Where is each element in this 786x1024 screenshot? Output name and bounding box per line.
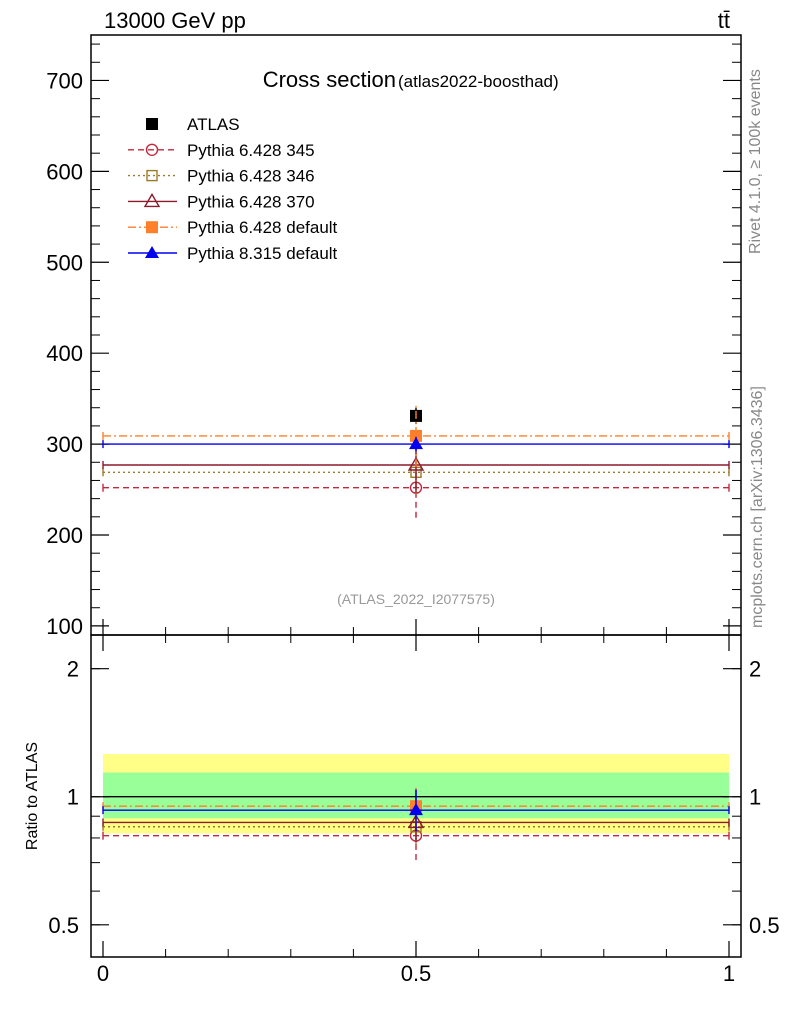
y-tick-label: 500 [46,250,83,275]
legend-label-4: Pythia 6.428 default [187,218,338,237]
series-point-5 [409,437,423,450]
rivet-version-label: Rivet 4.1.0, ≥ 100k events [747,69,764,254]
ratio-y-tick-label-left: 2 [67,657,79,682]
y-tick-label: 700 [46,68,83,93]
y-tick-label: 100 [46,614,83,639]
chart-subtitle: (atlas2022-boosthad) [398,72,559,91]
legend-marker-2 [146,169,158,182]
ratio-y-tick-label-right: 1 [749,785,761,810]
legend-marker-5 [145,246,159,258]
chart-title: Cross section [263,67,396,92]
ratio-series-point-4 [409,803,423,816]
legend-label-3: Pythia 6.428 370 [187,192,315,211]
ratio-y-tick-label-right: 0.5 [749,913,780,938]
x-tick-label: 0.5 [401,961,432,986]
legend-label-2: Pythia 6.428 346 [187,167,315,186]
legend-marker-1 [145,143,159,157]
y-tick-label: 200 [46,523,83,548]
x-tick-label: 0 [97,961,109,986]
legend-marker-3 [143,193,161,208]
y-tick-label: 300 [46,432,83,457]
legend-marker-4 [146,221,158,234]
y-tick-label: 600 [46,159,83,184]
legend-label-0: ATLAS [187,115,240,134]
legend-label-1: Pythia 6.428 345 [187,141,315,160]
main-panel: 100 200 300 400 500 600 700 Cross section (atlas… [46,34,742,639]
ratio-y-axis-label: Ratio to ATLAS [24,742,41,850]
mcplots-label: mcplots.cern.ch [arXiv:1306.3436] [749,386,766,628]
energy-label: 13000 GeV pp [104,8,246,33]
series-point-3 [407,456,425,471]
y-tick-label: 400 [46,341,83,366]
process-label: tt̄ [718,8,730,33]
ratio-y-tick-label-left: 0.5 [48,913,79,938]
legend: ATLAS Pythia 6.428 345 Pythia 6.428 346 Pyt… [128,115,338,263]
series-point-4 [410,429,422,442]
x-tick-label: 1 [723,961,735,986]
ratio-y-tick-label-left: 1 [67,785,79,810]
analysis-id-watermark: (ATLAS_2022_I2077575) [337,591,495,607]
legend-marker-0 [146,118,158,130]
ratio-y-tick-label-right: 2 [749,657,761,682]
ratio-panel: 0.5 0.5 1 1 2 2 Ratio to ATLAS 0 0.5 1 [24,634,780,986]
legend-label-5: Pythia 8.315 default [187,244,338,263]
